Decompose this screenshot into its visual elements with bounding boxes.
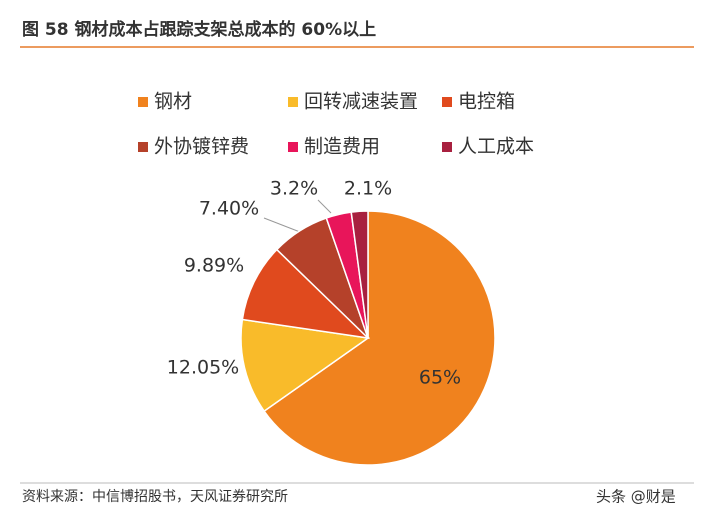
legend-label: 回转减速装置 (304, 91, 418, 113)
pie-slice (240, 318, 370, 413)
data-label: 3.2% (270, 178, 318, 200)
legend-swatch (288, 97, 298, 107)
legend-swatch (442, 97, 452, 107)
legend-label: 制造费用 (304, 136, 380, 158)
pie-slice (350, 210, 369, 339)
legend-swatch (138, 142, 148, 152)
leader-line (317, 199, 332, 214)
data-label: 9.89% (184, 255, 244, 277)
pie-slice (241, 248, 371, 340)
data-label: 12.05% (167, 357, 239, 379)
data-label: 65% (419, 367, 461, 389)
leader-line (263, 217, 301, 233)
legend-swatch (442, 142, 452, 152)
chart-title: 图 58 钢材成本占跟踪支架总成本的 60%以上 (22, 19, 376, 40)
legend-swatch (288, 142, 298, 152)
legend-swatch (138, 97, 148, 107)
legend-label: 电控箱 (458, 91, 515, 113)
data-label: 2.1% (344, 178, 392, 200)
legend-label: 人工成本 (458, 136, 534, 158)
data-label: 7.40% (199, 198, 259, 220)
source: 资料来源：中信博招股书，天风证券研究所 (22, 488, 288, 505)
watermark: 头条 @财是 (596, 488, 676, 506)
legend-label: 外协镀锌费 (154, 136, 249, 158)
pie-slice (263, 210, 496, 466)
legend-label: 钢材 (154, 91, 192, 113)
